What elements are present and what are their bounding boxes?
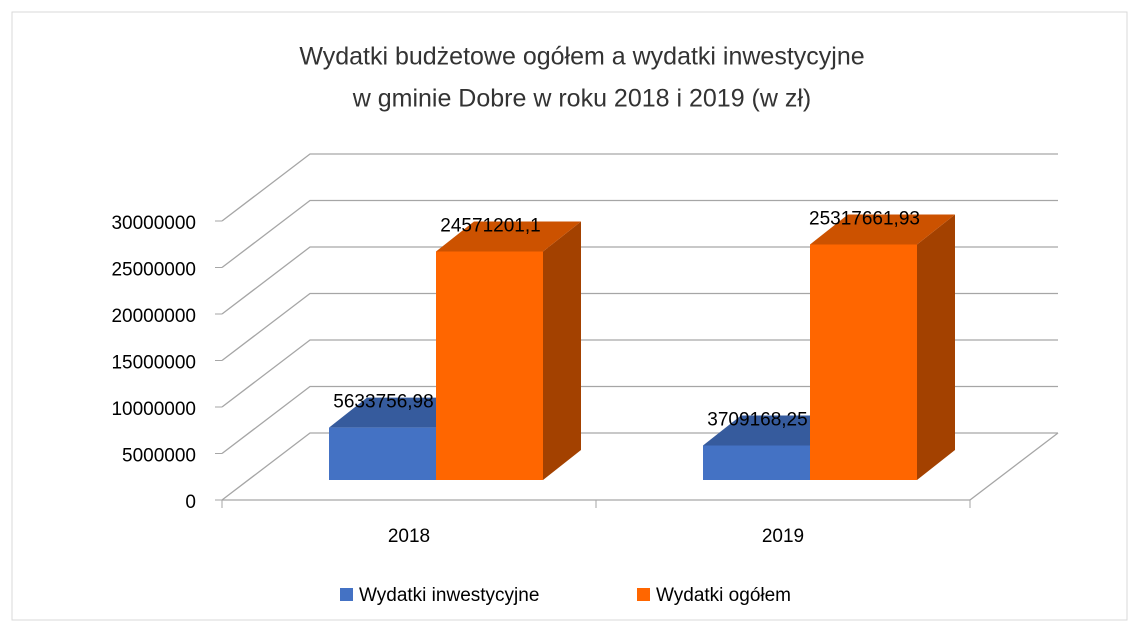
legend-swatch: [637, 588, 650, 601]
data-label: 5633756,98: [333, 392, 433, 413]
grid-line: [221, 292, 1058, 362]
y-tick-label: 5000000: [122, 446, 196, 467]
x-tick-label: 2019: [762, 526, 804, 547]
bar-front: [703, 445, 810, 480]
bar: [436, 221, 581, 480]
legend-label: Wydatki ogółem: [656, 585, 791, 606]
legend-label: Wydatki inwestycyjne: [359, 585, 539, 606]
bar-front: [810, 244, 917, 480]
bar: [810, 214, 955, 480]
grid-line: [221, 246, 1058, 315]
chart-title: w gminie Dobre w roku 2018 i 2019 (w zł): [352, 85, 812, 113]
bar-front: [436, 251, 543, 480]
chart-title: Wydatki budżetowe ogółem a wydatki inwes…: [299, 43, 864, 71]
data-label: 3709168,25: [707, 410, 807, 431]
bar-top: [810, 214, 955, 245]
y-tick-label: 30000000: [111, 213, 196, 234]
bar-side: [543, 221, 581, 480]
bar-top: [436, 221, 581, 252]
y-tick-label: 0: [185, 492, 196, 513]
data-label: 25317661,93: [809, 209, 920, 230]
y-tick-label: 10000000: [111, 399, 196, 420]
grid-line: [221, 385, 1058, 455]
y-tick-label: 15000000: [111, 353, 196, 374]
y-tick-label: 25000000: [111, 260, 196, 281]
legend-swatch: [340, 588, 353, 601]
grid-line: [221, 339, 1058, 408]
bar-side: [917, 214, 955, 480]
grid-line: [221, 153, 1058, 222]
grid-line: [221, 199, 1058, 269]
floor-right: [969, 432, 1059, 501]
y-tick-label: 20000000: [111, 306, 196, 327]
bar-front: [329, 427, 436, 480]
x-tick-label: 2018: [388, 526, 430, 547]
data-label: 24571201,1: [440, 216, 540, 237]
